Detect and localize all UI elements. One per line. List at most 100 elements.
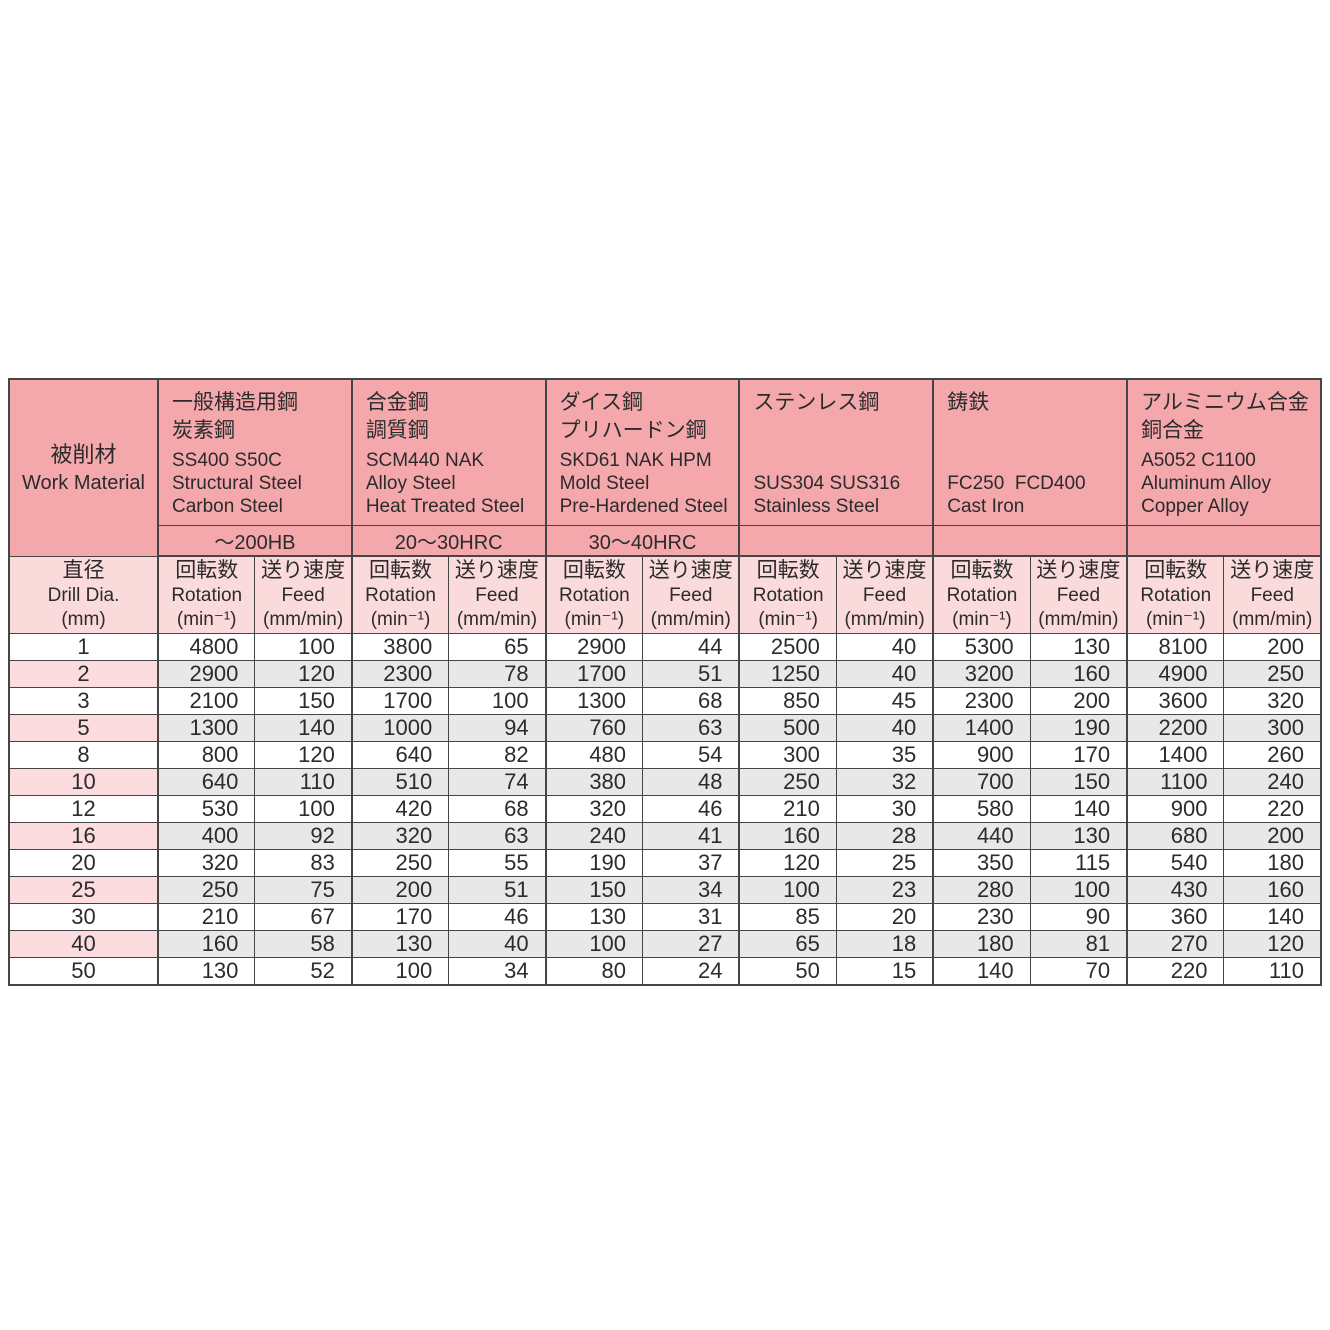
feed-header-en: Feed xyxy=(1250,585,1294,607)
feed-header-jp: 送り速度 xyxy=(261,559,346,583)
data-row: 50 130 52 100 34 80 24 50 15 140 70 220 110 xyxy=(8,956,1322,985)
material-name-line: ダイス鋼 xyxy=(559,391,643,414)
dia-cell: 8 xyxy=(8,740,159,769)
feed-value-cell: 51 xyxy=(642,659,740,688)
material-grade-line: Mold Steel xyxy=(559,473,650,494)
feed-value-cell: 92 xyxy=(254,821,353,850)
rotation-value-cell: 160 xyxy=(738,821,837,850)
rotation-header-jp: 回転数 xyxy=(756,559,820,583)
feed-value-cell: 200 xyxy=(1223,821,1322,850)
feed-header-en: Feed xyxy=(475,585,519,607)
rotation-value-cell: 160 xyxy=(157,929,256,958)
work-material-label-en: Work Material xyxy=(22,471,145,494)
feed-value-cell: 110 xyxy=(1223,956,1322,985)
feed-value-cell: 150 xyxy=(1029,767,1128,796)
feed-value-cell: 70 xyxy=(1029,956,1128,985)
feed-value-cell: 65 xyxy=(448,632,547,661)
feed-value-cell: 140 xyxy=(254,713,353,742)
feed-value-cell: 30 xyxy=(835,794,934,823)
feed-value-cell: 150 xyxy=(254,686,353,715)
hardness-cell-4 xyxy=(738,525,934,557)
rotation-value-cell: 140 xyxy=(932,956,1031,985)
rotation-header: 回転数 Rotation (min⁻¹) xyxy=(157,555,256,634)
data-row: 8 800 120 640 82 480 54 300 35 900 170 1400 260 xyxy=(8,740,1322,769)
rotation-value-cell: 270 xyxy=(1126,929,1225,958)
feed-header: 送り速度 Feed (mm/min) xyxy=(1223,555,1322,634)
rotation-value-cell: 2900 xyxy=(157,659,256,688)
material-name-line: 炭素鋼 xyxy=(172,419,235,442)
rotation-value-cell: 50 xyxy=(738,956,837,985)
rotation-value-cell: 1300 xyxy=(157,713,256,742)
hardness-cell-6 xyxy=(1126,525,1322,557)
rotation-value-cell: 200 xyxy=(350,875,450,904)
feed-header-jp: 送り速度 xyxy=(842,559,927,583)
rotation-value-cell: 80 xyxy=(544,956,644,985)
feed-value-cell: 54 xyxy=(642,740,740,769)
rotation-value-cell: 900 xyxy=(932,740,1031,769)
feed-value-cell: 63 xyxy=(642,713,740,742)
rotation-header-unit: (min⁻¹) xyxy=(370,609,431,631)
material-grade-line: Carbon Steel xyxy=(172,496,283,517)
feed-value-cell: 24 xyxy=(642,956,740,985)
rotation-value-cell: 3600 xyxy=(1126,686,1225,715)
feed-value-cell: 74 xyxy=(448,767,547,796)
rotation-value-cell: 300 xyxy=(738,740,837,769)
rotation-value-cell: 800 xyxy=(157,740,256,769)
feed-header-unit: (mm/min) xyxy=(650,609,731,631)
feed-value-cell: 320 xyxy=(1223,686,1322,715)
rotation-value-cell: 430 xyxy=(1126,875,1225,904)
feed-value-cell: 100 xyxy=(254,794,353,823)
rotation-value-cell: 210 xyxy=(157,902,256,931)
feed-value-cell: 46 xyxy=(448,902,547,931)
dia-cell: 5 xyxy=(8,713,159,742)
feed-value-cell: 28 xyxy=(835,821,934,850)
rotation-value-cell: 350 xyxy=(932,848,1031,877)
rotation-header-jp: 回転数 xyxy=(369,559,433,583)
rotation-header-jp: 回転数 xyxy=(175,559,239,583)
rotation-value-cell: 530 xyxy=(157,794,256,823)
rotation-value-cell: 700 xyxy=(932,767,1031,796)
rotation-value-cell: 170 xyxy=(350,902,450,931)
rotation-header-en: Rotation xyxy=(365,585,436,607)
data-row: 12 530 100 420 68 320 46 210 30 580 140 900 220 xyxy=(8,794,1322,823)
material-header-3: ダイス鋼 プリハードン鋼 SKD61 NAK HPM Mold Steel Pre-Ha… xyxy=(544,378,740,526)
rotation-value-cell: 320 xyxy=(544,794,644,823)
dia-header-en: Drill Dia. xyxy=(47,585,120,606)
dia-cell: 30 xyxy=(8,902,159,931)
rotation-value-cell: 240 xyxy=(544,821,644,850)
rotation-value-cell: 180 xyxy=(932,929,1031,958)
rotation-header-jp: 回転数 xyxy=(562,559,626,583)
rotation-value-cell: 190 xyxy=(544,848,644,877)
rotation-value-cell: 400 xyxy=(157,821,256,850)
feed-value-cell: 100 xyxy=(448,686,547,715)
rotation-value-cell: 420 xyxy=(350,794,450,823)
feed-value-cell: 200 xyxy=(1223,632,1322,661)
feed-value-cell: 180 xyxy=(1223,848,1322,877)
feed-header-unit: (mm/min) xyxy=(1038,609,1119,631)
rotation-value-cell: 4900 xyxy=(1126,659,1225,688)
feed-value-cell: 41 xyxy=(642,821,740,850)
dia-cell: 20 xyxy=(8,848,159,877)
feed-value-cell: 15 xyxy=(835,956,934,985)
dia-cell: 40 xyxy=(8,929,159,958)
rotation-value-cell: 2300 xyxy=(350,659,450,688)
feed-value-cell: 190 xyxy=(1029,713,1128,742)
feed-value-cell: 100 xyxy=(1029,875,1128,904)
material-grade-line: SS400 S50C xyxy=(172,450,282,471)
feed-value-cell: 100 xyxy=(254,632,353,661)
material-grade-line: Heat Treated Steel xyxy=(365,496,525,517)
feed-header-en: Feed xyxy=(1056,585,1101,607)
feed-value-cell: 110 xyxy=(254,767,353,796)
feed-value-cell: 67 xyxy=(254,902,353,931)
rotation-value-cell: 540 xyxy=(1126,848,1225,877)
data-row: 2 2900 120 2300 78 1700 51 1250 40 3200 160 4900 250 xyxy=(8,659,1322,688)
drilling-conditions-table-wrap: 被削材 Work Material 一般構造用鋼 炭素鋼 SS400 S50C Str… xyxy=(8,378,1322,986)
feed-value-cell: 120 xyxy=(1223,929,1322,958)
dia-cell: 1 xyxy=(8,632,159,661)
rotation-value-cell: 130 xyxy=(350,929,450,958)
hardness-cell-5 xyxy=(932,525,1128,557)
rotation-value-cell: 280 xyxy=(932,875,1031,904)
rotation-header-unit: (min⁻¹) xyxy=(564,609,625,631)
work-material-label-jp: 被削材 xyxy=(50,441,117,467)
feed-value-cell: 81 xyxy=(1029,929,1128,958)
